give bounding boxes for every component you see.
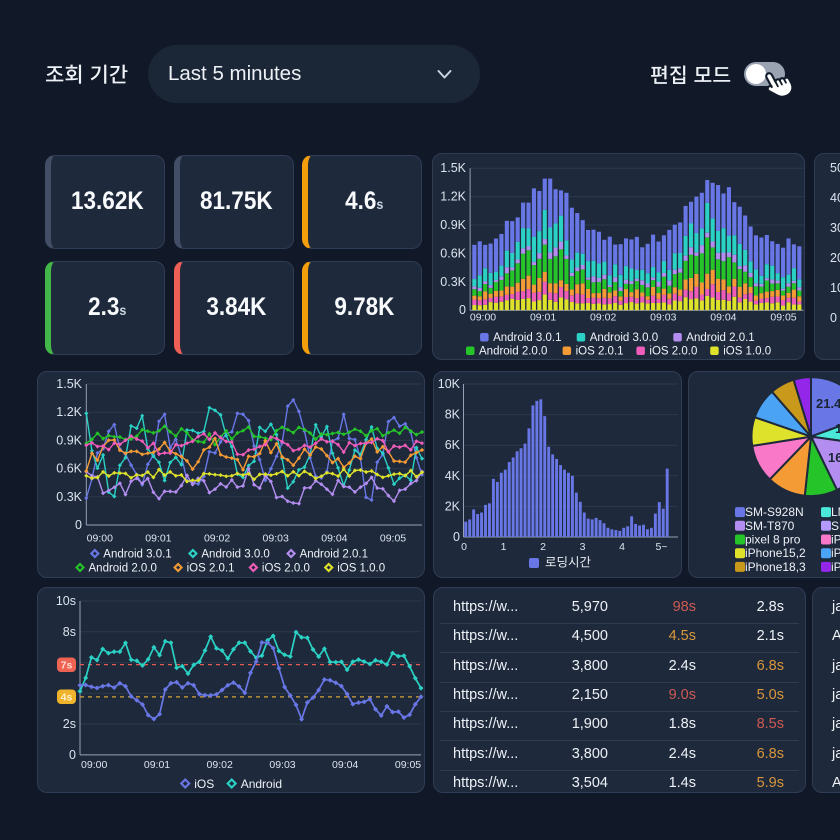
svg-text:SM-S928N: SM-S928N <box>745 505 804 519</box>
svg-text:21.4%: 21.4% <box>816 396 840 411</box>
svg-text:Android 3.0.0: Android 3.0.0 <box>201 549 269 561</box>
svg-text:0.3K: 0.3K <box>56 490 82 504</box>
svg-text:09:03: 09:03 <box>650 312 676 324</box>
svg-text:09:00: 09:00 <box>87 533 113 545</box>
svg-text:09:04: 09:04 <box>710 312 736 324</box>
svg-text:pixel 8 pro: pixel 8 pro <box>745 533 801 547</box>
svg-text:09:00: 09:00 <box>81 759 107 771</box>
svg-text:8s: 8s <box>63 625 76 639</box>
svg-text:LM-G900N: LM-G900N <box>831 505 840 519</box>
svg-text:Android 3.0.1: Android 3.0.1 <box>493 332 561 344</box>
svg-text:09:01: 09:01 <box>144 759 170 771</box>
svg-text:iOS 2.0.0: iOS 2.0.0 <box>262 563 310 575</box>
svg-text:SM-A536N: SM-A536N <box>831 519 840 533</box>
svg-text:4s: 4s <box>61 692 73 704</box>
svg-text:0: 0 <box>453 530 460 544</box>
svg-text:2K: 2K <box>445 499 461 513</box>
svg-text:0: 0 <box>461 541 467 553</box>
svg-text:16.1%: 16.1% <box>828 450 840 465</box>
svg-text:Android 2.0.1: Android 2.0.1 <box>300 549 368 561</box>
svg-text:0: 0 <box>69 748 76 762</box>
svg-text:iPhone15,2: iPhone15,2 <box>745 546 806 560</box>
svg-text:1: 1 <box>501 541 507 553</box>
svg-text:iOS 1.0.0: iOS 1.0.0 <box>723 346 771 358</box>
svg-text:09:04: 09:04 <box>332 759 358 771</box>
svg-text:1.5K: 1.5K <box>440 161 466 175</box>
svg-text:iPhone17,3: iPhone17,3 <box>831 533 840 547</box>
svg-text:09:05: 09:05 <box>770 312 796 324</box>
svg-text:iPhone16,1: iPhone16,1 <box>831 546 840 560</box>
svg-text:Android 3.0.0: Android 3.0.0 <box>589 332 657 344</box>
svg-text:09:01: 09:01 <box>529 312 555 324</box>
svg-text:1.2K: 1.2K <box>56 405 82 419</box>
svg-text:Android 2.0.1: Android 2.0.1 <box>686 332 754 344</box>
svg-text:5~: 5~ <box>656 541 668 553</box>
svg-text:0.9K: 0.9K <box>56 433 82 447</box>
svg-text:2s: 2s <box>63 717 76 731</box>
svg-text:0.6K: 0.6K <box>56 462 82 476</box>
svg-text:1.5K: 1.5K <box>56 377 82 391</box>
svg-text:09:02: 09:02 <box>204 533 230 545</box>
svg-text:09:02: 09:02 <box>590 312 616 324</box>
svg-text:3: 3 <box>580 541 586 553</box>
svg-text:0.3K: 0.3K <box>440 275 466 289</box>
svg-text:iPhone18,3: iPhone18,3 <box>745 560 806 574</box>
svg-text:SM-T870: SM-T870 <box>745 519 795 533</box>
svg-text:2: 2 <box>540 541 546 553</box>
svg-text:0.6K: 0.6K <box>440 246 466 260</box>
svg-text:10K: 10K <box>438 377 461 391</box>
svg-text:13.2%: 13.2% <box>835 421 840 436</box>
svg-text:Android: Android <box>241 777 282 791</box>
svg-text:iOS: iOS <box>194 777 214 791</box>
svg-text:09:02: 09:02 <box>207 759 233 771</box>
svg-text:7s: 7s <box>61 660 73 672</box>
svg-text:iPhone15,3: iPhone15,3 <box>831 560 840 574</box>
svg-text:09:03: 09:03 <box>263 533 289 545</box>
svg-text:Android 2.0.0: Android 2.0.0 <box>479 346 547 358</box>
svg-text:4K: 4K <box>445 469 461 483</box>
svg-text:6K: 6K <box>445 438 461 452</box>
svg-text:4: 4 <box>619 541 625 553</box>
svg-text:0.9K: 0.9K <box>440 218 466 232</box>
svg-text:09:05: 09:05 <box>395 759 421 771</box>
svg-text:iOS 1.0.0: iOS 1.0.0 <box>337 563 385 575</box>
svg-text:0: 0 <box>75 518 82 532</box>
svg-text:iOS 2.0.0: iOS 2.0.0 <box>649 346 697 358</box>
svg-text:Android 3.0.1: Android 3.0.1 <box>103 549 171 561</box>
svg-text:1.2K: 1.2K <box>440 190 466 204</box>
svg-text:Android 2.0.0: Android 2.0.0 <box>89 563 157 575</box>
svg-text:0: 0 <box>459 303 466 317</box>
svg-text:09:01: 09:01 <box>145 533 171 545</box>
svg-text:09:05: 09:05 <box>380 533 406 545</box>
svg-text:09:00: 09:00 <box>469 312 495 324</box>
svg-text:iOS 2.0.1: iOS 2.0.1 <box>187 563 235 575</box>
svg-text:8K: 8K <box>445 408 461 422</box>
svg-text:09:04: 09:04 <box>321 533 347 545</box>
svg-text:iOS 2.0.1: iOS 2.0.1 <box>575 346 623 358</box>
svg-text:09:03: 09:03 <box>269 759 295 771</box>
svg-text:10s: 10s <box>56 594 76 608</box>
